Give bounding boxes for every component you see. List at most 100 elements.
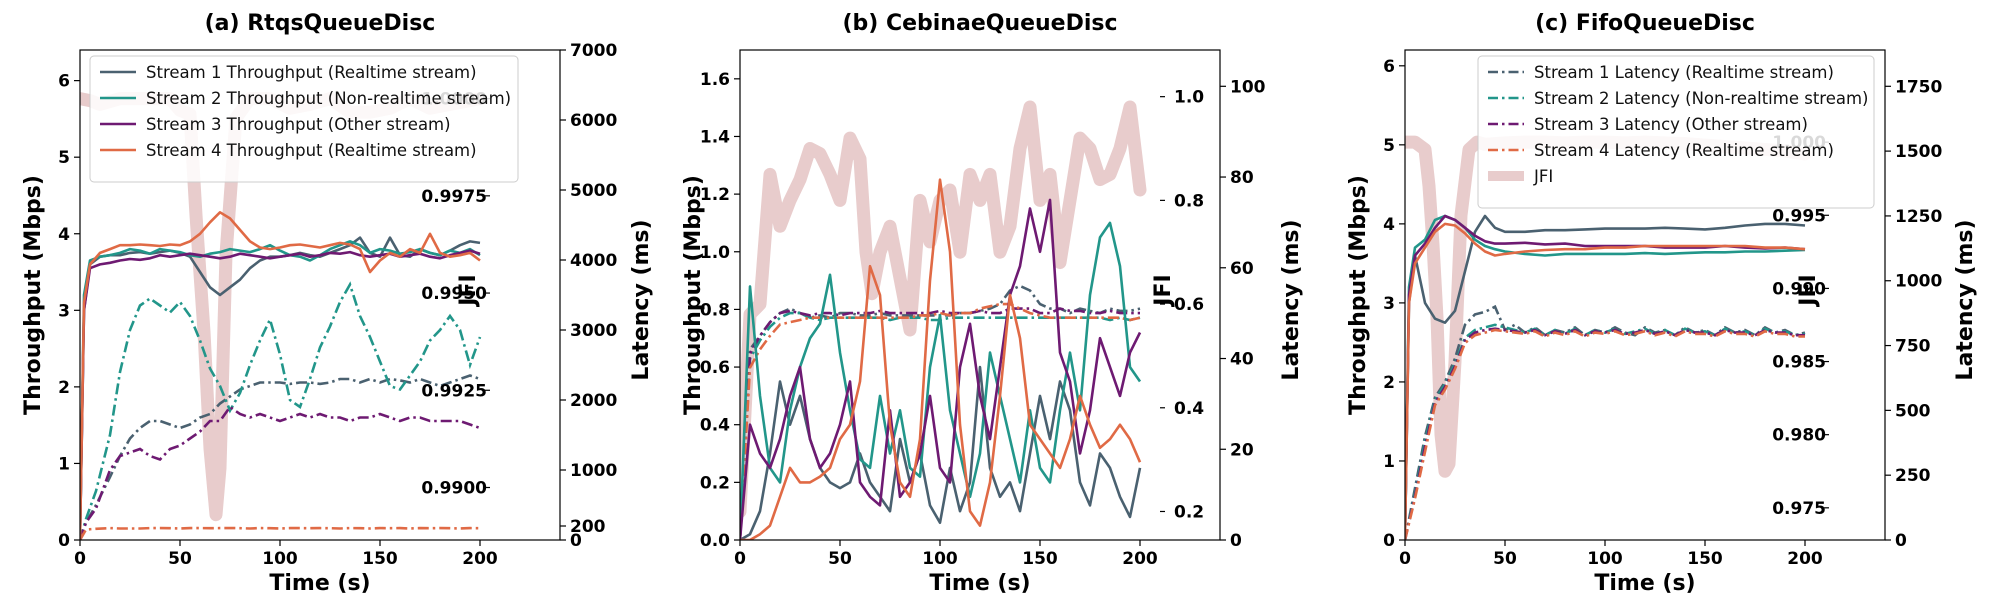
legend-entry: Stream 1 Throughput (Realtime stream) [146, 63, 477, 82]
jfi-tick-label: 0.990 [1772, 279, 1826, 299]
latency-line-stream-2 [80, 281, 482, 540]
latency-line-stream-4 [1405, 328, 1805, 540]
throughput-line-stream-4 [80, 211, 481, 540]
latency-line-stream-2 [740, 311, 1141, 540]
latency-line-stream-4 [80, 526, 481, 540]
latency-line-stream-3 [1405, 327, 1805, 540]
panel-cebinae: 0 50 100 150 2000.00.20.40.60.81.01.21.41.60… [681, 11, 1304, 596]
jfi-tick-label: 0.6 [1174, 295, 1204, 315]
chart-title: (b) CebinaeQueueDisc [842, 11, 1117, 36]
latency-line-stream-4 [740, 302, 1141, 540]
jfi-tick-label: 0.4 [1174, 399, 1204, 419]
y-tick-label: 0 [58, 531, 70, 551]
legend-entry: Stream 4 Latency (Realtime stream) [1534, 141, 1834, 160]
jfi-tick-label: 0.9950 [421, 284, 487, 304]
plot-frame [1404, 49, 1886, 541]
throughput-line-stream-1 [1405, 214, 1806, 540]
latency-tick-label: 750 [1895, 337, 1931, 357]
throughput-line-stream-4 [740, 178, 1142, 540]
throughput-line-stream-3 [740, 198, 1142, 540]
x-tick-label: 0 [734, 549, 746, 569]
latency-tick-label: 7000 [570, 41, 617, 61]
legend-entry: Stream 2 Throughput (Non-realtime stream… [146, 89, 511, 108]
latency-tick-label: 2000 [570, 391, 617, 411]
latency-tick-label: 6000 [570, 111, 617, 131]
x-tick-label: 100 [1587, 549, 1623, 569]
y-tick-label: 3 [1383, 294, 1395, 314]
legend: Stream 1 Latency (Realtime stream) Stream… [1477, 55, 1875, 209]
legend-entry: Stream 3 Throughput (Other stream) [146, 115, 451, 134]
x-tick-label: 200 [1122, 549, 1158, 569]
latency-tick-label: 4000 [570, 251, 617, 271]
jfi-tick-label: 0.985 [1772, 353, 1826, 373]
latency-axis-label: Latency (ms) [1953, 219, 1978, 380]
latency-tick-label: 200 [570, 517, 606, 537]
y-tick-label: 1.0 [700, 243, 730, 263]
y-tick-label: 3 [58, 301, 70, 321]
panel-rtqs: 0 50 100 150 20001234560.99000.99250.99500.9… [21, 11, 654, 596]
y-tick-label: 2 [58, 378, 70, 398]
x-axis-label: Time (s) [1594, 571, 1695, 596]
y-tick-label: 1.6 [700, 70, 730, 90]
x-tick-label: 0 [1399, 549, 1411, 569]
jfi-tick-label: 0.9900 [421, 479, 487, 499]
y-tick-label: 4 [58, 225, 70, 245]
y-tick-label: 1 [1383, 452, 1395, 472]
latency-axis-label: Latency (ms) [1279, 219, 1304, 380]
x-tick-label: 100 [262, 549, 298, 569]
throughput-line-stream-1 [740, 365, 1142, 540]
latency-tick-label: 500 [1895, 401, 1931, 421]
y-tick-label: 0 [1383, 531, 1395, 551]
jfi-tick-label: 0.2 [1174, 502, 1204, 522]
y-tick-label: 5 [58, 148, 70, 168]
y-tick-label: 1.2 [700, 185, 730, 205]
jfi-tick-label: 0.975 [1772, 499, 1826, 519]
jfi-axis-label: JFI [1796, 274, 1821, 307]
legend: Stream 1 Throughput (Realtime stream) Str… [89, 55, 519, 183]
latency-tick-label: 250 [1895, 466, 1931, 486]
jfi-tick-label: 0.8 [1174, 191, 1204, 211]
latency-line-stream-3 [80, 405, 481, 540]
x-tick-label: 50 [168, 549, 192, 569]
chart-title: (a) RtqsQueueDisc [205, 11, 436, 36]
x-axis-label: Time (s) [269, 571, 370, 596]
x-tick-label: 150 [362, 549, 398, 569]
legend-entry: JFI [1533, 167, 1553, 186]
latency-tick-label: 1000 [570, 461, 617, 481]
jfi-axis-label: JFI [1151, 274, 1176, 307]
latency-line-stream-2 [1405, 323, 1806, 540]
y-tick-label: 0.0 [700, 531, 730, 551]
legend-entry: Stream 2 Latency (Non-realtime stream) [1534, 89, 1869, 108]
x-tick-label: 150 [1022, 549, 1058, 569]
y-tick-label: 4 [1383, 215, 1395, 235]
legend-entry: Stream 3 Latency (Other stream) [1534, 115, 1808, 134]
y-axis-label: Throughput (Mbps) [681, 175, 706, 415]
latency-tick-label: 1000 [1895, 272, 1942, 292]
y-tick-label: 0.4 [700, 416, 730, 436]
throughput-line-stream-2 [1405, 214, 1806, 540]
y-tick-label: 6 [58, 72, 70, 92]
latency-tick-label: 0 [1230, 531, 1242, 551]
jfi-tick-label: 0.995 [1772, 206, 1826, 226]
plot-frame [79, 49, 561, 541]
throughput-line-stream-1 [80, 236, 481, 540]
latency-line-stream-3 [740, 307, 1140, 540]
throughput-line-stream-3 [80, 249, 481, 540]
latency-tick-label: 1500 [1895, 142, 1942, 162]
latency-tick-label: 20 [1230, 440, 1254, 460]
x-tick-label: 200 [462, 549, 498, 569]
latency-tick-label: 5000 [570, 181, 617, 201]
y-axis-label: Throughput (Mbps) [21, 175, 46, 415]
latency-axis-label: Latency (ms) [629, 219, 654, 380]
x-tick-label: 100 [922, 549, 958, 569]
y-axis-label: Throughput (Mbps) [1346, 175, 1371, 415]
y-tick-label: 5 [1383, 136, 1395, 156]
y-tick-label: 0.6 [700, 358, 730, 378]
x-tick-label: 50 [828, 549, 852, 569]
panel-fifo: 0 50 100 150 200 0 1 2 3 4 5 6 0.975 0.980 0.985 0.990 0… [1346, 11, 1978, 596]
latency-tick-label: 0 [570, 531, 582, 551]
x-tick-label: 200 [1787, 549, 1823, 569]
throughput-line-stream-2 [740, 221, 1142, 540]
jfi-tick-label: 0.9925 [421, 381, 487, 401]
